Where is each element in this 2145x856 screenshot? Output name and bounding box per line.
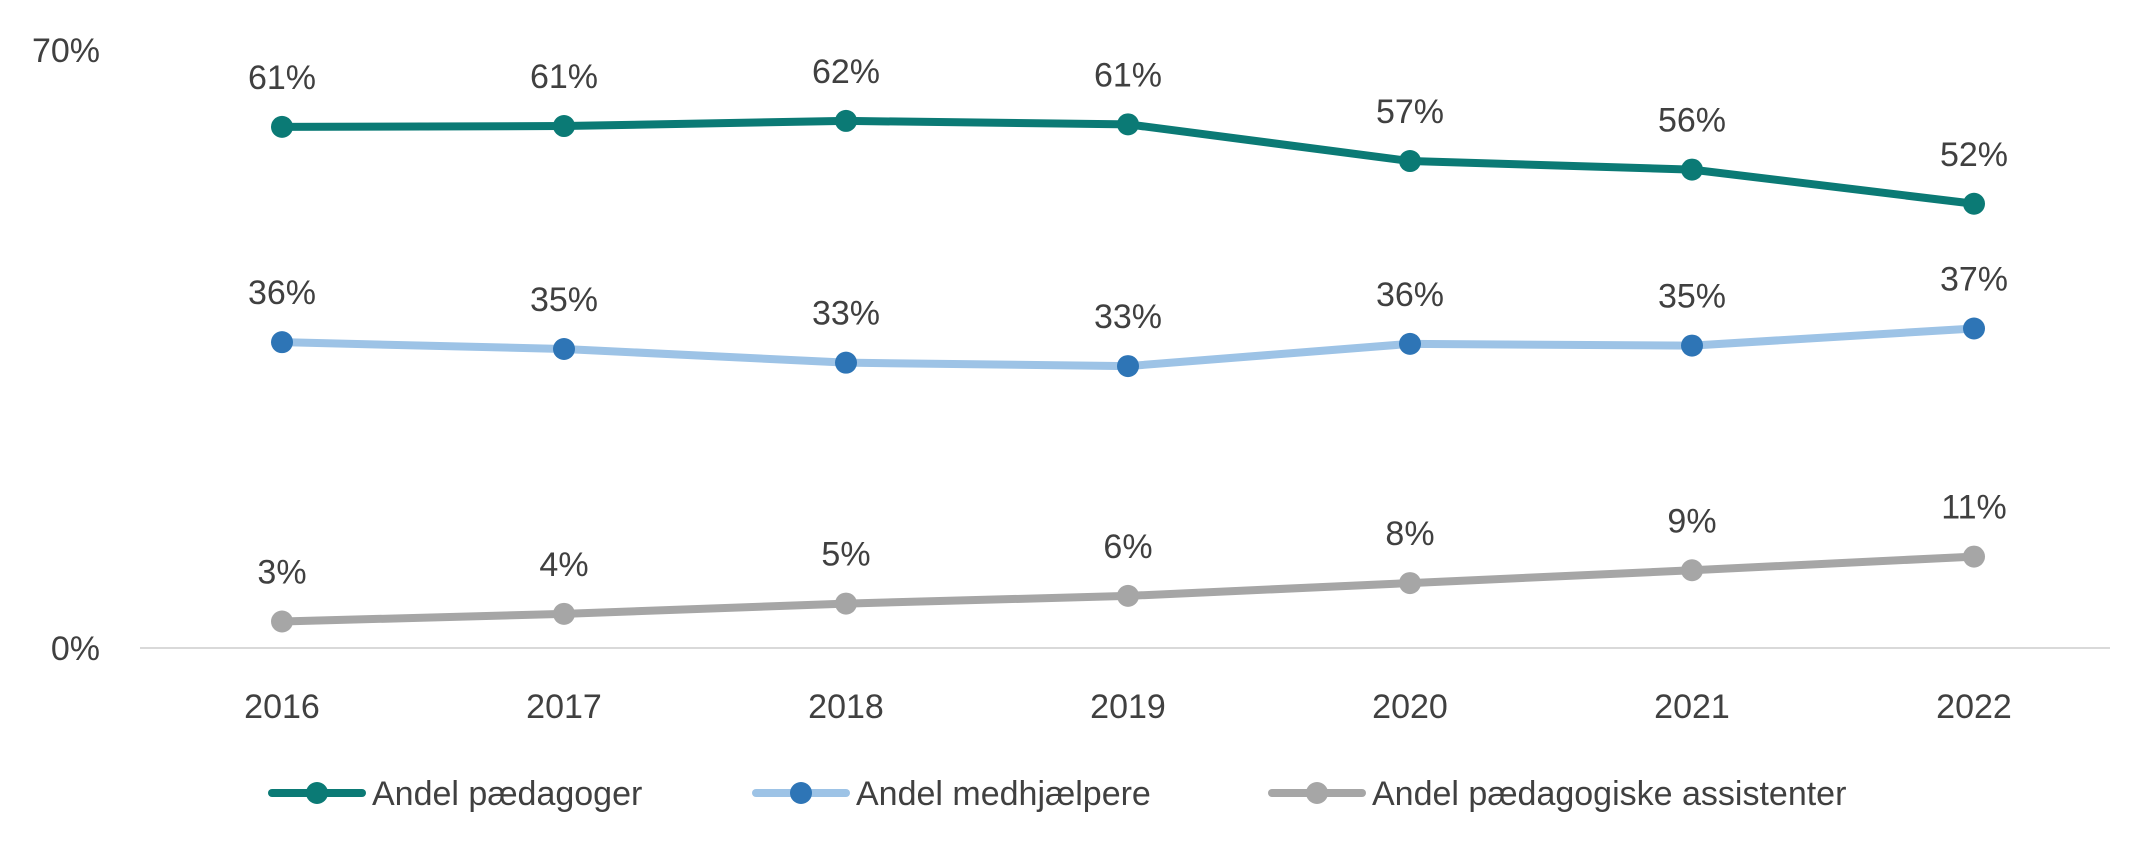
legend-label: Andel pædagoger bbox=[372, 775, 642, 813]
data-label: 61% bbox=[1094, 56, 1162, 94]
data-label: 61% bbox=[530, 58, 598, 96]
data-point bbox=[1681, 559, 1703, 582]
y-tick-label: 70% bbox=[32, 32, 100, 70]
data-point bbox=[271, 610, 293, 633]
legend-marker bbox=[790, 782, 812, 804]
x-tick-label: 2018 bbox=[808, 688, 884, 726]
data-point bbox=[1963, 192, 1985, 215]
data-label: 57% bbox=[1376, 93, 1444, 131]
data-label: 5% bbox=[821, 536, 870, 574]
data-label: 36% bbox=[1376, 276, 1444, 314]
data-point bbox=[1117, 584, 1139, 607]
x-tick-label: 2016 bbox=[244, 688, 320, 726]
data-label: 52% bbox=[1940, 136, 2008, 174]
data-label: 9% bbox=[1667, 502, 1716, 540]
x-tick-label: 2021 bbox=[1654, 688, 1730, 726]
data-label: 6% bbox=[1103, 528, 1152, 566]
x-tick-label: 2017 bbox=[526, 688, 602, 726]
data-point bbox=[271, 331, 293, 354]
data-point bbox=[1963, 545, 1985, 568]
data-label: 37% bbox=[1940, 260, 2008, 298]
series-points bbox=[271, 109, 1985, 633]
x-tick-label: 2020 bbox=[1372, 688, 1448, 726]
data-label: 11% bbox=[1941, 489, 2007, 527]
data-point bbox=[1963, 317, 1985, 340]
data-label: 4% bbox=[539, 546, 588, 584]
x-tick-label: 2019 bbox=[1090, 688, 1166, 726]
data-label: 33% bbox=[1094, 298, 1162, 336]
data-point bbox=[1681, 158, 1703, 181]
data-point bbox=[1399, 332, 1421, 355]
data-label: 3% bbox=[257, 554, 306, 592]
legend-marker bbox=[1306, 782, 1328, 804]
data-point bbox=[1399, 150, 1421, 173]
data-point bbox=[553, 115, 575, 138]
legend-item: Andel medhjælpere bbox=[752, 775, 1151, 813]
data-label: 8% bbox=[1385, 515, 1434, 553]
legend-item: Andel pædagoger bbox=[268, 775, 642, 813]
series-labels: 61% 61% 62% 61% 57% 56% 52% 36% 35% 33% 33% 36% 35% 3… bbox=[248, 53, 2008, 592]
legend: Andel pædagoger Andel medhjælpere Andel pæ… bbox=[268, 775, 1846, 813]
data-point bbox=[835, 592, 857, 615]
legend-label: Andel pædagogiske assistenter bbox=[1372, 775, 1846, 813]
x-tick-label: 2022 bbox=[1936, 688, 2012, 726]
data-label: 62% bbox=[812, 53, 880, 91]
data-label: 33% bbox=[812, 295, 880, 333]
data-point bbox=[1399, 572, 1421, 595]
data-point bbox=[553, 602, 575, 625]
data-label: 35% bbox=[530, 281, 598, 319]
legend-label: Andel medhjælpere bbox=[856, 775, 1151, 813]
legend-marker bbox=[306, 782, 328, 804]
legend-item: Andel pædagogiske assistenter bbox=[1268, 775, 1846, 813]
data-point bbox=[835, 351, 857, 374]
data-point bbox=[271, 115, 293, 138]
data-label: 36% bbox=[248, 274, 316, 312]
data-label: 56% bbox=[1658, 102, 1726, 140]
data-point bbox=[553, 338, 575, 360]
data-point bbox=[835, 109, 857, 132]
data-point bbox=[1681, 334, 1703, 357]
data-label: 35% bbox=[1658, 278, 1726, 316]
data-label: 61% bbox=[248, 59, 316, 97]
data-point bbox=[1117, 355, 1139, 378]
axes: 0% 70% 2016 2017 2018 2019 2020 2021 2022 bbox=[32, 32, 2110, 726]
data-point bbox=[1117, 113, 1139, 136]
y-tick-label: 0% bbox=[51, 630, 100, 668]
